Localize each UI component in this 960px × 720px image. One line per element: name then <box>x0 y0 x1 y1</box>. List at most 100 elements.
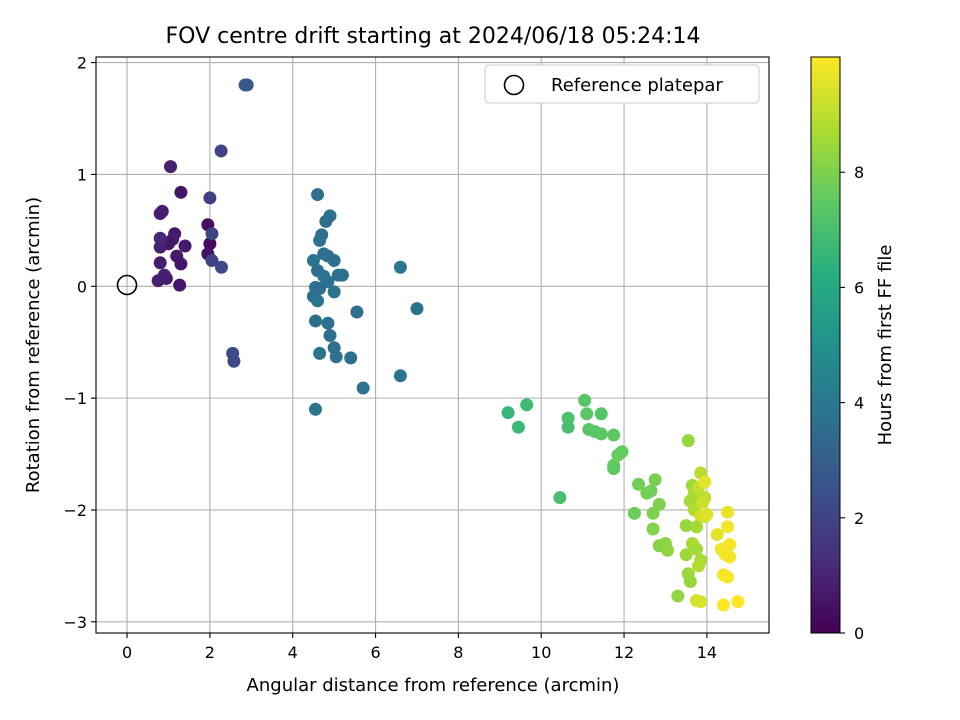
data-point <box>393 260 407 274</box>
data-point <box>356 381 370 395</box>
data-point <box>240 78 254 92</box>
data-point <box>327 254 341 268</box>
legend: Reference platepar <box>484 64 760 104</box>
chart-title: FOV centre drift starting at 2024/06/18 … <box>166 24 701 49</box>
data-point <box>327 285 341 299</box>
data-point <box>174 257 188 271</box>
data-point <box>178 239 192 253</box>
data-point <box>696 495 710 509</box>
y-axis-ticks: 2 1 0 −1 −2 −3 <box>63 54 96 632</box>
data-point <box>214 260 228 274</box>
y-tick-label: 2 <box>77 54 87 73</box>
colorbar-tick-label: 4 <box>854 394 864 413</box>
data-point <box>311 294 325 308</box>
data-point <box>205 227 219 241</box>
data-point <box>173 278 187 292</box>
data-point <box>203 237 217 251</box>
data-point <box>632 477 646 491</box>
data-point <box>652 497 666 511</box>
data-point <box>153 240 167 254</box>
data-point <box>721 505 735 519</box>
data-point <box>723 538 737 552</box>
data-point <box>692 559 706 573</box>
colorbar-ticks: 0 2 4 6 8 <box>840 163 864 643</box>
plot-area <box>96 57 769 633</box>
data-point <box>321 316 335 330</box>
x-tick-label: 10 <box>531 643 551 662</box>
data-point <box>615 445 629 459</box>
data-points <box>151 78 745 612</box>
data-point <box>594 427 608 441</box>
data-point <box>627 506 641 520</box>
legend-marker-icon <box>503 74 525 96</box>
data-point <box>681 434 695 448</box>
x-tick-label: 6 <box>370 643 380 662</box>
y-tick-label: −3 <box>63 613 87 632</box>
data-point <box>329 350 343 364</box>
legend-label: Reference platepar <box>551 75 723 96</box>
x-tick-label: 2 <box>205 643 215 662</box>
y-tick-label: −1 <box>63 389 87 408</box>
data-point <box>309 314 323 328</box>
colorbar-tick-label: 0 <box>854 624 864 643</box>
x-tick-label: 4 <box>288 643 298 662</box>
data-point <box>644 484 658 498</box>
data-point <box>344 351 358 365</box>
data-point <box>205 254 219 268</box>
data-point <box>607 428 621 442</box>
y-axis-label: Rotation from reference (arcmin) <box>23 197 44 493</box>
legend-box <box>484 64 760 104</box>
data-point <box>153 231 167 245</box>
data-point <box>648 473 662 487</box>
colorbar: 0 2 4 6 8 Hours from first FF file <box>810 56 896 643</box>
x-tick-label: 0 <box>122 643 132 662</box>
data-point <box>174 185 188 199</box>
x-axis-label: Angular distance from reference (arcmin) <box>247 675 620 696</box>
data-point <box>561 411 575 425</box>
data-point <box>679 519 693 533</box>
data-point <box>214 144 228 158</box>
plot-frame <box>95 56 770 634</box>
data-point <box>313 233 327 247</box>
data-point <box>671 589 685 603</box>
data-point <box>594 407 608 421</box>
data-point <box>151 274 165 288</box>
data-point <box>698 475 712 489</box>
data-point <box>679 548 693 562</box>
data-point <box>410 302 424 316</box>
data-point <box>690 520 704 534</box>
data-point <box>350 305 364 319</box>
data-point <box>164 160 178 174</box>
data-point <box>306 254 320 268</box>
data-point <box>731 595 745 609</box>
data-point <box>683 575 697 589</box>
data-point <box>700 507 714 521</box>
data-point <box>723 550 737 564</box>
data-point <box>153 256 167 270</box>
data-point <box>501 406 515 420</box>
data-point <box>311 188 325 202</box>
data-point <box>607 462 621 476</box>
x-tick-label: 12 <box>614 643 634 662</box>
data-point <box>511 420 525 434</box>
data-point <box>646 522 660 536</box>
colorbar-gradient <box>810 56 841 634</box>
data-point <box>323 328 337 342</box>
data-point <box>335 268 349 282</box>
data-point <box>309 402 323 416</box>
data-point <box>694 595 708 609</box>
data-point <box>313 346 327 360</box>
data-point <box>578 393 592 407</box>
data-point <box>155 204 169 218</box>
y-tick-label: −2 <box>63 501 87 520</box>
colorbar-label: Hours from first FF file <box>875 245 896 446</box>
colorbar-tick-label: 6 <box>854 278 864 297</box>
x-tick-label: 8 <box>453 643 463 662</box>
data-point <box>227 354 241 368</box>
data-point <box>721 520 735 534</box>
data-point <box>393 369 407 383</box>
data-point <box>661 543 675 557</box>
grid-lines <box>96 57 769 633</box>
data-point <box>716 598 730 612</box>
reference-platepar-marker <box>116 274 138 296</box>
